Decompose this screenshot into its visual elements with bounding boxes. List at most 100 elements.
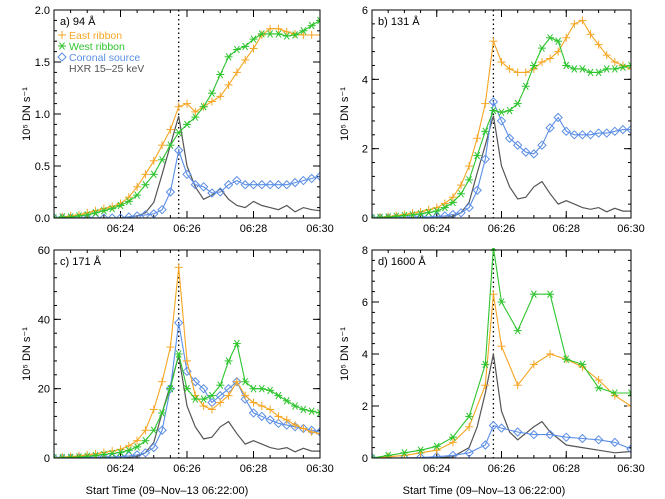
data-point-east [165,342,175,352]
x-axis-label-right: Start Time (09–Nov–13 06:22:00) [403,485,566,497]
y-axis-label: 10⁵ DN s⁻¹ [21,327,33,381]
data-point-west [610,64,620,73]
y-tick-label: 0.0 [35,213,50,225]
panel-title: d) 1600 Å [378,255,426,268]
series-line-hxr [54,355,320,458]
data-point-east [282,415,292,425]
data-point-east [149,404,159,414]
data-point-west [521,82,531,91]
series-line-hxr [54,115,320,218]
data-point-west [529,290,539,299]
data-point-east [232,67,242,77]
panel-1: 06:24 06:26 06:28 06:30 0 2 4 6 10⁵ DN s⁻¹ b) 131… [339,5,645,235]
x-tick-label: 06:24 [423,463,451,475]
data-point-west [199,395,209,404]
x-tick-label: 06:30 [617,223,645,235]
data-point-east [282,27,292,37]
y-tick-label: 6 [362,5,368,17]
legend-label-coronal: Coronal source [69,52,140,64]
data-point-west [265,386,275,395]
data-point-east [257,30,267,40]
y-tick-label: 4 [362,349,368,361]
data-point-west [215,70,225,79]
plot-area [54,16,320,218]
data-point-east [513,67,523,77]
data-point-west [577,64,587,73]
data-point-west [464,175,474,184]
data-point-east [497,341,506,351]
plot-frame [371,249,632,459]
series-line-hxr [372,353,631,458]
x-tick-label: 06:26 [488,463,516,475]
plot-frame [53,249,321,459]
data-point-east [215,91,225,101]
legend-label-west: West ribbon [69,41,125,53]
data-point-west [594,383,604,392]
data-point-east [240,55,250,65]
data-point-west [602,64,612,73]
data-point-east [307,30,317,40]
x-tick-label: 06:28 [552,463,580,475]
data-point-east [273,24,283,34]
panel-title: c) 171 Å [60,255,102,268]
series-line-coronal [54,322,320,458]
legend-label-east: East ribbon [69,30,122,42]
y-axis-label: 10⁵ DN s⁻¹ [339,87,351,141]
data-point-west [257,384,267,393]
series-line-west [372,248,631,458]
panel-title: a) 94 Å [60,15,96,28]
data-point-east [157,140,167,150]
x-tick-label: 06:24 [107,463,135,475]
y-axis-label: 10⁵ DN s⁻¹ [21,87,33,141]
data-point-east [298,424,308,434]
data-point-east [383,452,393,458]
data-point-west [307,407,317,416]
plot-area [372,15,631,218]
data-point-east [165,125,175,135]
series-line-east [372,294,631,458]
y-tick-label: 2 [362,144,368,156]
y-tick-label: 4 [362,74,368,86]
data-point-west [537,44,547,53]
panels-container: 06:24 06:26 06:28 06:30 0.0 0.5 1.0 1.5 2.0 10⁵ D… [21,5,645,475]
x-tick-label: 06:26 [173,223,201,235]
data-point-west [149,170,159,179]
data-point-west [140,180,150,189]
y-tick-label: 1.0 [35,109,50,121]
y-tick-label: 0 [362,213,368,225]
y-tick-label: 20 [38,384,50,396]
x-axis-label-left: Start Time (09–Nov–13 06:22:00) [86,485,249,497]
plot-area [54,262,320,458]
y-tick-label: 60 [38,245,50,257]
plot-frame [371,9,632,219]
data-point-east [74,451,84,458]
x-tick-label: 06:28 [240,463,268,475]
panel-0: 06:24 06:26 06:28 06:30 0.0 0.5 1.0 1.5 2.0 10⁵ D… [21,5,334,235]
data-point-east [224,80,234,90]
data-point-west [553,37,563,46]
y-tick-label: 0.5 [35,161,50,173]
data-point-west [545,290,555,299]
series-line-hxr [372,115,631,218]
y-axis-label: 10⁵ DN s⁻¹ [339,327,351,381]
x-tick-label: 06:30 [306,223,334,235]
data-point-east [174,102,184,112]
data-point-west [545,33,555,42]
data-point-east [249,43,258,53]
data-point-west [215,381,225,390]
data-point-east [149,156,159,166]
y-tick-label: 2 [362,401,368,413]
data-point-east [472,133,482,143]
data-point-west [513,326,523,335]
y-tick-label: 0 [44,453,50,465]
data-point-east [464,161,474,171]
data-point-west [157,155,167,164]
data-point-east [174,262,184,272]
data-point-west [282,396,292,405]
data-point-west [224,356,234,365]
y-tick-label: 2.0 [35,5,50,17]
x-tick-label: 06:26 [488,223,516,235]
legend-label-hxr: HXR 15–25 keV [69,63,144,75]
y-tick-label: 6 [362,297,368,309]
